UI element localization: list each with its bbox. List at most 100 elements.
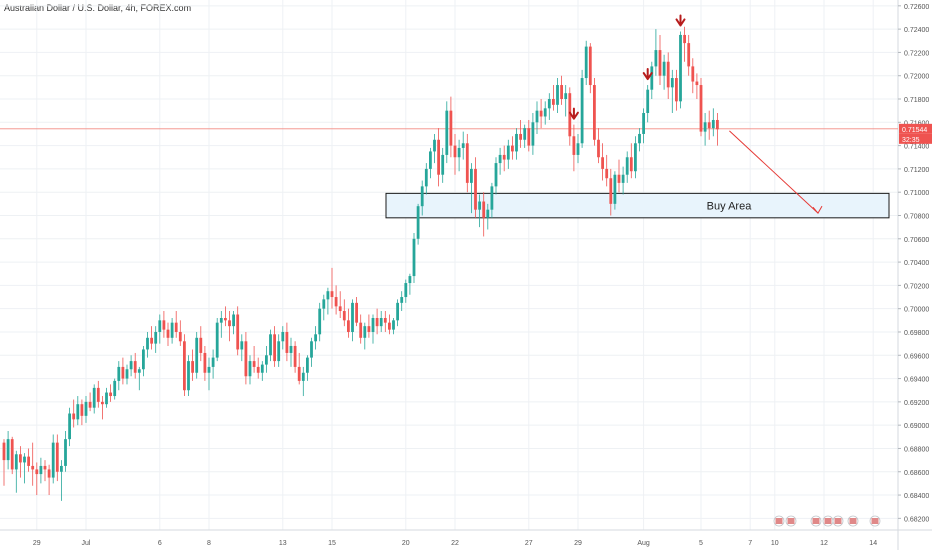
candle-body[interactable]	[699, 85, 703, 132]
candle-body[interactable]	[183, 341, 186, 391]
candle-body[interactable]	[638, 133, 641, 144]
candle-body[interactable]	[88, 401, 92, 408]
candle-body[interactable]	[679, 34, 682, 102]
candle-body[interactable]	[158, 320, 162, 332]
candle-body[interactable]	[47, 469, 51, 478]
candle-body[interactable]	[654, 50, 658, 67]
candle-body[interactable]	[515, 133, 518, 152]
candle-body[interactable]	[31, 465, 35, 470]
candle-body[interactable]	[572, 136, 576, 155]
candle-body[interactable]	[146, 337, 149, 350]
candle-body[interactable]	[420, 186, 424, 207]
buy-area-box[interactable]	[385, 192, 890, 219]
candle-body[interactable]	[543, 108, 547, 117]
candle-body[interactable]	[646, 89, 650, 113]
candle-body[interactable]	[76, 404, 80, 420]
candle-body[interactable]	[35, 469, 39, 475]
candle-body[interactable]	[195, 337, 199, 373]
candle-body[interactable]	[511, 145, 514, 152]
candle-body[interactable]	[137, 369, 141, 373]
candle-body[interactable]	[564, 93, 568, 100]
candle-body[interactable]	[695, 81, 699, 86]
candle-body[interactable]	[355, 302, 358, 323]
candle-body[interactable]	[609, 178, 613, 204]
candle-body[interactable]	[412, 238, 416, 277]
candle-body[interactable]	[248, 361, 252, 377]
candle-body[interactable]	[383, 318, 387, 323]
candle-body[interactable]	[687, 43, 691, 67]
candle-body[interactable]	[547, 99, 551, 109]
candle-body[interactable]	[371, 318, 375, 332]
candle-body[interactable]	[174, 322, 178, 332]
candle-body[interactable]	[342, 311, 346, 321]
candle-body[interactable]	[178, 331, 182, 342]
candle-body[interactable]	[556, 85, 559, 105]
candle-body[interactable]	[531, 122, 535, 146]
candle-body[interactable]	[244, 341, 248, 377]
candle-body[interactable]	[506, 145, 510, 160]
candle-body[interactable]	[80, 404, 84, 416]
candle-body[interactable]	[363, 326, 367, 338]
candle-body[interactable]	[187, 361, 190, 391]
candle-body[interactable]	[650, 66, 654, 90]
candle-body[interactable]	[691, 66, 695, 82]
candle-body[interactable]	[314, 334, 317, 342]
candle-body[interactable]	[96, 387, 100, 402]
candle-body[interactable]	[465, 143, 469, 183]
candle-body[interactable]	[617, 174, 621, 183]
candle-body[interactable]	[597, 139, 600, 158]
candle-body[interactable]	[39, 465, 43, 475]
candle-body[interactable]	[293, 345, 297, 367]
candle-body[interactable]	[453, 145, 457, 158]
candle-body[interactable]	[482, 201, 486, 218]
candle-body[interactable]	[441, 154, 445, 175]
candle-body[interactable]	[367, 326, 371, 332]
candle-body[interactable]	[211, 357, 215, 367]
candle-body[interactable]	[14, 454, 18, 470]
candle-body[interactable]	[224, 318, 227, 321]
candle-body[interactable]	[560, 85, 563, 100]
candle-body[interactable]	[338, 306, 342, 312]
candle-body[interactable]	[260, 364, 264, 373]
candle-body[interactable]	[252, 361, 256, 367]
candle-body[interactable]	[404, 283, 408, 298]
candle-body[interactable]	[133, 361, 137, 373]
candle-body[interactable]	[461, 143, 465, 148]
candle-body[interactable]	[23, 456, 26, 463]
candle-body[interactable]	[584, 46, 588, 79]
candle-body[interactable]	[711, 119, 715, 129]
candle-body[interactable]	[199, 337, 203, 353]
candle-body[interactable]	[19, 454, 22, 463]
candle-body[interactable]	[670, 78, 674, 88]
candle-body[interactable]	[113, 380, 117, 397]
candle-body[interactable]	[502, 154, 506, 160]
candle-body[interactable]	[232, 314, 235, 327]
candle-body[interactable]	[55, 442, 59, 472]
candle-body[interactable]	[601, 157, 604, 169]
candle-body[interactable]	[703, 122, 707, 132]
candle-body[interactable]	[498, 154, 502, 164]
candle-body[interactable]	[301, 372, 305, 381]
candle-body[interactable]	[470, 168, 473, 183]
candle-body[interactable]	[478, 201, 481, 210]
candle-body[interactable]	[326, 291, 330, 300]
candle-body[interactable]	[60, 465, 63, 472]
candle-body[interactable]	[322, 299, 326, 309]
candle-body[interactable]	[334, 297, 338, 307]
candle-body[interactable]	[68, 413, 71, 440]
candle-body[interactable]	[101, 401, 104, 405]
candle-body[interactable]	[375, 318, 379, 327]
candle-body[interactable]	[433, 139, 436, 152]
candle-body[interactable]	[117, 366, 121, 381]
candle-body[interactable]	[621, 174, 625, 183]
candle-body[interactable]	[474, 168, 477, 210]
candle-body[interactable]	[121, 366, 125, 379]
candle-body[interactable]	[150, 337, 153, 344]
candle-body[interactable]	[580, 78, 584, 144]
candle-body[interactable]	[256, 366, 260, 373]
candle-body[interactable]	[240, 341, 244, 350]
candle-body[interactable]	[265, 355, 268, 365]
candle-body[interactable]	[6, 439, 10, 461]
candle-body[interactable]	[539, 110, 543, 117]
candle-body[interactable]	[457, 147, 461, 158]
